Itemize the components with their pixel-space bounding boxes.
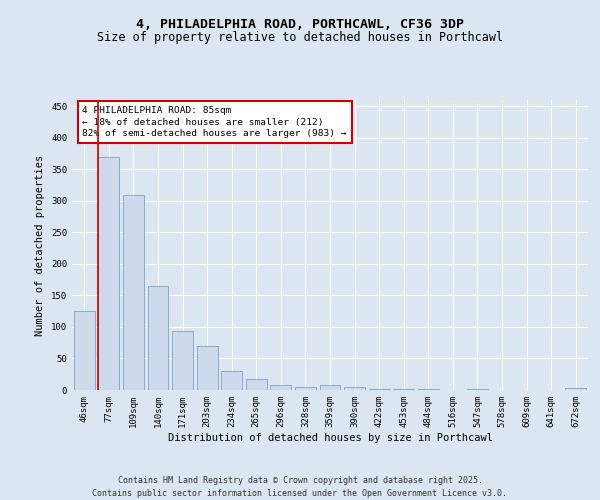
Bar [123,194,144,390]
Y-axis label: Number of detached properties: Number of detached properties [35,154,46,336]
Text: 4, PHILADELPHIA ROAD, PORTHCAWL, CF36 3DP: 4, PHILADELPHIA ROAD, PORTHCAWL, CF36 3D… [136,18,464,30]
Bar [565,388,586,390]
X-axis label: Distribution of detached houses by size in Porthcawl: Distribution of detached houses by size … [167,432,493,442]
Bar [172,332,193,390]
Bar [246,378,267,390]
Text: Contains HM Land Registry data © Crown copyright and database right 2025.
Contai: Contains HM Land Registry data © Crown c… [92,476,508,498]
Bar [368,388,389,390]
Bar [197,346,218,390]
Text: 4 PHILADELPHIA ROAD: 85sqm
← 18% of detached houses are smaller (212)
82% of sem: 4 PHILADELPHIA ROAD: 85sqm ← 18% of deta… [82,106,347,138]
Text: Size of property relative to detached houses in Porthcawl: Size of property relative to detached ho… [97,31,503,44]
Bar [344,388,365,390]
Bar [271,385,292,390]
Bar [320,385,340,390]
Bar [295,387,316,390]
Bar [74,311,95,390]
Bar [148,286,169,390]
Bar [221,371,242,390]
Bar [98,156,119,390]
